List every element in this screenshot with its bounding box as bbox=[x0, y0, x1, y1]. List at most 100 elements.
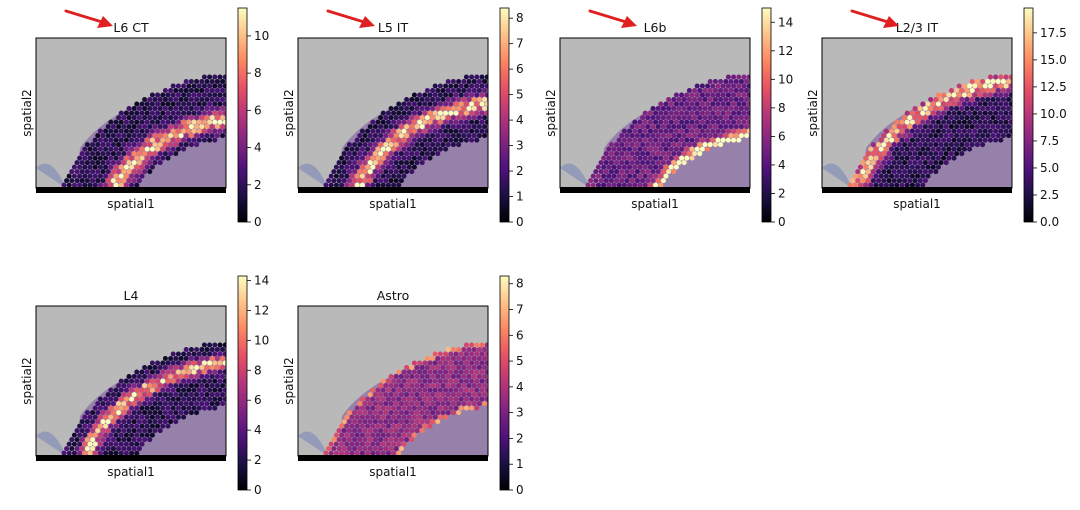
expression-spot bbox=[482, 97, 488, 102]
expression-spot bbox=[702, 124, 708, 130]
expression-spot bbox=[191, 351, 197, 357]
expression-spot bbox=[707, 106, 713, 111]
expression-spot bbox=[990, 115, 996, 121]
expression-spot bbox=[969, 133, 975, 139]
expression-spot bbox=[105, 142, 111, 148]
expression-spot bbox=[97, 450, 103, 456]
expression-spot bbox=[627, 137, 633, 143]
expression-spot bbox=[393, 142, 399, 148]
expression-spot bbox=[147, 374, 153, 379]
expression-spot bbox=[593, 178, 599, 184]
expression-spot bbox=[404, 437, 410, 443]
expression-spot bbox=[889, 155, 895, 161]
expression-spot bbox=[946, 146, 952, 152]
expression-spot bbox=[474, 83, 480, 89]
expression-spot bbox=[126, 437, 132, 443]
expression-spot bbox=[424, 374, 430, 379]
expression-spot bbox=[328, 450, 334, 456]
expression-spot bbox=[967, 83, 973, 89]
expression-spot bbox=[157, 401, 163, 407]
expression-spot bbox=[925, 128, 931, 134]
expression-spot bbox=[484, 110, 488, 116]
expression-spot bbox=[1000, 115, 1006, 121]
expression-spot bbox=[437, 396, 443, 402]
y-axis-label: spatial2 bbox=[20, 89, 34, 137]
expression-spot bbox=[375, 173, 381, 179]
expression-spot bbox=[437, 351, 443, 357]
expression-spot bbox=[212, 396, 218, 402]
expression-spot bbox=[121, 446, 127, 452]
expression-spot bbox=[165, 128, 171, 134]
expression-spot bbox=[1008, 119, 1012, 125]
expression-spot bbox=[103, 155, 109, 161]
expression-spot bbox=[341, 419, 347, 425]
expression-spot bbox=[354, 405, 360, 411]
expression-spot bbox=[194, 142, 200, 148]
expression-spot bbox=[679, 92, 685, 98]
expression-spot bbox=[883, 164, 889, 170]
expression-spot bbox=[886, 151, 892, 157]
expression-spot bbox=[380, 423, 386, 429]
expression-spot bbox=[391, 137, 397, 143]
expression-spot bbox=[637, 119, 643, 125]
expression-spot bbox=[201, 83, 207, 89]
expression-spot bbox=[406, 387, 412, 393]
expression-spot bbox=[912, 160, 918, 166]
expression-spot bbox=[186, 405, 192, 411]
expression-spot bbox=[972, 83, 978, 89]
expression-spot bbox=[741, 128, 747, 134]
expression-spot bbox=[601, 173, 607, 179]
expression-spot bbox=[627, 182, 633, 188]
expression-spot bbox=[450, 356, 456, 361]
expression-spot bbox=[87, 441, 93, 447]
expression-spot bbox=[113, 450, 119, 456]
expression-spot bbox=[681, 124, 687, 130]
expression-spot bbox=[181, 351, 187, 357]
expression-spot bbox=[217, 83, 223, 89]
expression-spot bbox=[97, 173, 103, 179]
expression-spot bbox=[422, 92, 428, 98]
expression-spot bbox=[951, 155, 957, 161]
expression-spot bbox=[173, 401, 179, 407]
expression-spot bbox=[175, 92, 181, 98]
expression-spot bbox=[393, 151, 399, 157]
expression-spot bbox=[453, 128, 459, 134]
expression-spot bbox=[974, 115, 980, 121]
expression-spot bbox=[731, 119, 737, 125]
expression-spot bbox=[915, 164, 921, 170]
expression-spot bbox=[479, 92, 485, 98]
expression-spot bbox=[1006, 133, 1012, 139]
expression-spot bbox=[385, 441, 391, 447]
expression-spot bbox=[103, 128, 109, 134]
expression-spot bbox=[948, 124, 954, 130]
expression-spot bbox=[336, 178, 342, 184]
expression-spot bbox=[474, 110, 480, 116]
expression-spot bbox=[479, 342, 485, 348]
expression-spot bbox=[935, 146, 941, 152]
expression-spot bbox=[349, 164, 355, 170]
expression-spot bbox=[427, 146, 433, 152]
expression-spot bbox=[123, 405, 129, 411]
expression-spot bbox=[149, 369, 155, 375]
expression-spot bbox=[201, 342, 207, 348]
expression-spot bbox=[863, 155, 869, 161]
colorbar-tick-label: 8 bbox=[516, 277, 524, 291]
expression-spot bbox=[629, 124, 635, 130]
expression-spot bbox=[136, 151, 142, 157]
expression-spot bbox=[476, 79, 482, 84]
expression-spot bbox=[209, 115, 215, 121]
expression-spot bbox=[982, 137, 988, 143]
expression-spot bbox=[736, 128, 742, 134]
expression-spot bbox=[689, 128, 695, 134]
expression-spot bbox=[411, 128, 417, 134]
expression-spot bbox=[222, 92, 226, 98]
expression-spot bbox=[378, 383, 384, 389]
expression-spot bbox=[637, 137, 643, 143]
expression-spot bbox=[344, 441, 350, 447]
expression-spot bbox=[100, 428, 106, 434]
expression-spot bbox=[437, 360, 443, 366]
expression-spot bbox=[741, 110, 747, 116]
expression-spot bbox=[131, 374, 137, 379]
expression-spot bbox=[105, 446, 111, 452]
expression-spot bbox=[84, 428, 90, 434]
